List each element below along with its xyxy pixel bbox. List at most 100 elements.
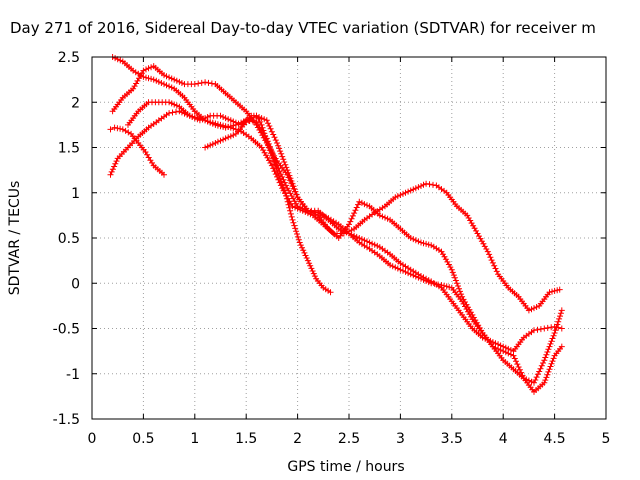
data-point (307, 262, 314, 269)
data-point (518, 369, 525, 376)
data-point (364, 238, 370, 245)
data-point (532, 377, 539, 383)
data-point (405, 188, 412, 195)
y-tick-label: -1.5 (53, 412, 80, 428)
data-point (294, 205, 301, 212)
data-point (353, 233, 360, 240)
data-point (407, 187, 414, 194)
data-point (279, 185, 286, 192)
data-point (285, 195, 292, 202)
data-point (268, 147, 275, 154)
data-point (196, 115, 203, 122)
data-point (534, 371, 541, 378)
data-point (547, 363, 554, 370)
y-tick-label: 2.5 (58, 50, 80, 66)
data-point (287, 210, 294, 217)
data-point (537, 326, 544, 333)
data-point (158, 80, 165, 86)
data-point (225, 123, 232, 130)
x-axis-label: GPS time / hours (287, 459, 404, 475)
data-point (225, 134, 232, 141)
data-point (534, 326, 541, 333)
grid (92, 57, 606, 419)
data-point (533, 374, 540, 381)
data-point (299, 244, 305, 251)
data-point (171, 101, 178, 108)
data-point (349, 212, 356, 219)
data-point (545, 368, 552, 375)
data-point (207, 142, 214, 149)
data-point (558, 343, 565, 350)
data-point (287, 190, 294, 197)
data-point (119, 126, 126, 133)
series-line (127, 101, 560, 312)
data-point (109, 166, 116, 173)
data-point (189, 113, 196, 120)
data-point (473, 319, 480, 326)
data-point (222, 115, 229, 122)
data-point (497, 347, 504, 353)
data-point (376, 212, 383, 219)
data-point (549, 358, 556, 365)
data-point (356, 198, 363, 205)
data-point (281, 159, 288, 165)
data-point (140, 67, 147, 74)
data-point (397, 192, 404, 198)
data-point (551, 330, 558, 336)
data-point (548, 338, 555, 345)
data-point (294, 233, 301, 240)
data-point (300, 247, 307, 254)
data-point (327, 289, 334, 296)
data-point (546, 343, 553, 350)
data-point (122, 127, 129, 134)
data-point (554, 321, 561, 328)
data-point (543, 374, 550, 381)
data-point (311, 273, 318, 280)
data-point (500, 348, 507, 355)
data-point (412, 237, 419, 244)
data-point (265, 120, 271, 127)
data-point (550, 332, 557, 339)
data-point (112, 55, 119, 62)
data-point (166, 99, 173, 106)
data-point (369, 240, 376, 247)
data-point (547, 340, 554, 347)
y-tick-label: 0.5 (58, 231, 80, 247)
data-point (155, 78, 162, 85)
data-point (230, 132, 237, 139)
data-point (364, 202, 370, 209)
data-point (272, 137, 279, 144)
data-point (544, 324, 551, 331)
data-point (274, 140, 280, 146)
data-point (312, 211, 319, 218)
data-point (107, 171, 114, 178)
data-point (516, 366, 523, 373)
data-point (166, 83, 173, 90)
data-point (531, 379, 537, 386)
data-point (489, 343, 496, 350)
data-point (458, 291, 465, 298)
data-point (294, 231, 300, 237)
y-tick-label: -0.5 (53, 322, 80, 338)
data-point (107, 126, 114, 133)
data-point (268, 162, 275, 169)
y-tick-label: -1 (66, 367, 80, 383)
data-point (402, 189, 409, 196)
data-point (519, 372, 526, 379)
data-point (307, 209, 314, 215)
data-point (310, 210, 316, 217)
data-point (456, 285, 462, 292)
data-point (171, 76, 178, 83)
data-point (178, 80, 185, 86)
data-point (486, 251, 493, 258)
data-point (217, 137, 224, 144)
data-point (271, 134, 278, 141)
data-point (163, 82, 170, 89)
data-point (281, 179, 288, 186)
data-point (551, 287, 558, 294)
data-point (351, 232, 358, 239)
data-point (544, 371, 551, 378)
data-point (346, 221, 352, 228)
data-point (207, 119, 214, 126)
